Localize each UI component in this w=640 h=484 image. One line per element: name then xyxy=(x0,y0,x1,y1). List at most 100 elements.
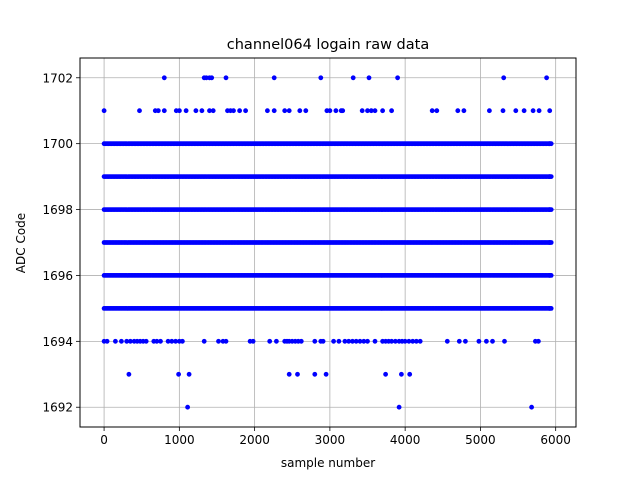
data-point xyxy=(407,371,413,377)
data-point xyxy=(536,338,541,344)
data-point xyxy=(383,371,388,377)
data-point xyxy=(368,108,374,114)
data-point xyxy=(331,338,336,344)
data-point xyxy=(286,108,292,114)
data-points xyxy=(101,75,554,410)
data-point xyxy=(484,338,489,344)
y-tick-label: 1698 xyxy=(42,203,73,217)
data-point xyxy=(434,108,440,114)
data-point xyxy=(312,371,318,377)
data-point xyxy=(500,108,506,114)
data-point xyxy=(209,75,215,81)
y-tick-label: 1700 xyxy=(42,137,73,151)
data-point xyxy=(161,108,167,114)
data-point xyxy=(346,338,352,344)
data-point xyxy=(271,108,277,114)
data-point xyxy=(216,338,221,344)
data-point xyxy=(410,338,416,344)
y-tick-label: 1696 xyxy=(42,269,73,283)
data-point xyxy=(389,108,394,114)
x-tick-label: 1000 xyxy=(164,433,195,447)
data-point xyxy=(231,108,236,114)
data-point xyxy=(359,108,365,114)
data-point xyxy=(333,108,339,114)
data-point xyxy=(393,338,398,344)
data-point xyxy=(124,338,130,344)
data-point xyxy=(417,338,423,344)
data-point xyxy=(547,108,553,114)
plot-frame xyxy=(79,57,577,428)
data-point xyxy=(143,338,149,344)
data-point xyxy=(342,338,348,344)
data-point xyxy=(340,108,346,114)
data-point xyxy=(265,108,270,114)
data-point xyxy=(372,338,378,344)
data-point xyxy=(396,404,402,410)
data-point xyxy=(185,404,191,410)
y-tick-label: 1702 xyxy=(42,71,73,85)
data-point xyxy=(547,240,553,245)
data-point xyxy=(547,141,553,147)
data-point xyxy=(271,75,277,81)
data-point xyxy=(119,338,124,344)
data-point xyxy=(350,75,356,81)
data-point xyxy=(547,306,553,311)
data-point xyxy=(476,338,482,344)
data-point xyxy=(530,108,536,114)
chart-title: channel064 logain raw data xyxy=(227,37,429,53)
data-point xyxy=(336,338,342,344)
data-point xyxy=(318,75,324,81)
data-point xyxy=(490,338,495,344)
data-point xyxy=(274,338,279,344)
data-point xyxy=(320,338,326,344)
data-point xyxy=(223,75,229,81)
data-point xyxy=(250,338,256,344)
data-point xyxy=(399,371,404,377)
data-point xyxy=(298,338,304,344)
data-point xyxy=(165,338,171,344)
data-point xyxy=(295,371,300,377)
data-point xyxy=(297,108,303,114)
data-point xyxy=(461,108,467,114)
data-point xyxy=(406,338,412,344)
data-point xyxy=(366,75,372,81)
data-point xyxy=(161,75,167,81)
data-point xyxy=(513,108,519,114)
data-point xyxy=(521,108,527,114)
data-point xyxy=(544,75,549,81)
y-axis-label: ADC Code xyxy=(14,213,28,273)
data-point xyxy=(357,338,363,344)
data-point xyxy=(547,273,553,278)
data-point xyxy=(463,338,468,344)
data-point xyxy=(365,338,370,344)
data-point xyxy=(177,108,182,114)
data-point xyxy=(173,338,179,344)
data-point xyxy=(456,338,462,344)
y-tick-label: 1692 xyxy=(42,401,73,415)
data-point xyxy=(303,108,309,114)
data-point xyxy=(282,108,288,114)
data-point xyxy=(365,108,370,114)
data-point xyxy=(104,338,110,344)
data-point xyxy=(237,108,243,114)
data-point xyxy=(286,371,292,377)
data-point xyxy=(361,338,367,344)
x-axis-ticks: 0 1000 2000 3000 4000 5000 6000 xyxy=(100,427,571,447)
data-point xyxy=(429,108,435,114)
data-point xyxy=(169,338,175,344)
data-point xyxy=(243,108,249,114)
x-tick-label: 5000 xyxy=(465,433,496,447)
data-point xyxy=(350,338,355,344)
data-point xyxy=(547,174,553,180)
data-point xyxy=(395,75,400,81)
data-point xyxy=(502,338,507,344)
data-point xyxy=(372,108,378,114)
data-point xyxy=(353,338,359,344)
data-point xyxy=(137,108,142,114)
data-point xyxy=(312,338,318,344)
data-point xyxy=(155,108,161,114)
data-point xyxy=(180,338,185,344)
data-point xyxy=(267,338,273,344)
